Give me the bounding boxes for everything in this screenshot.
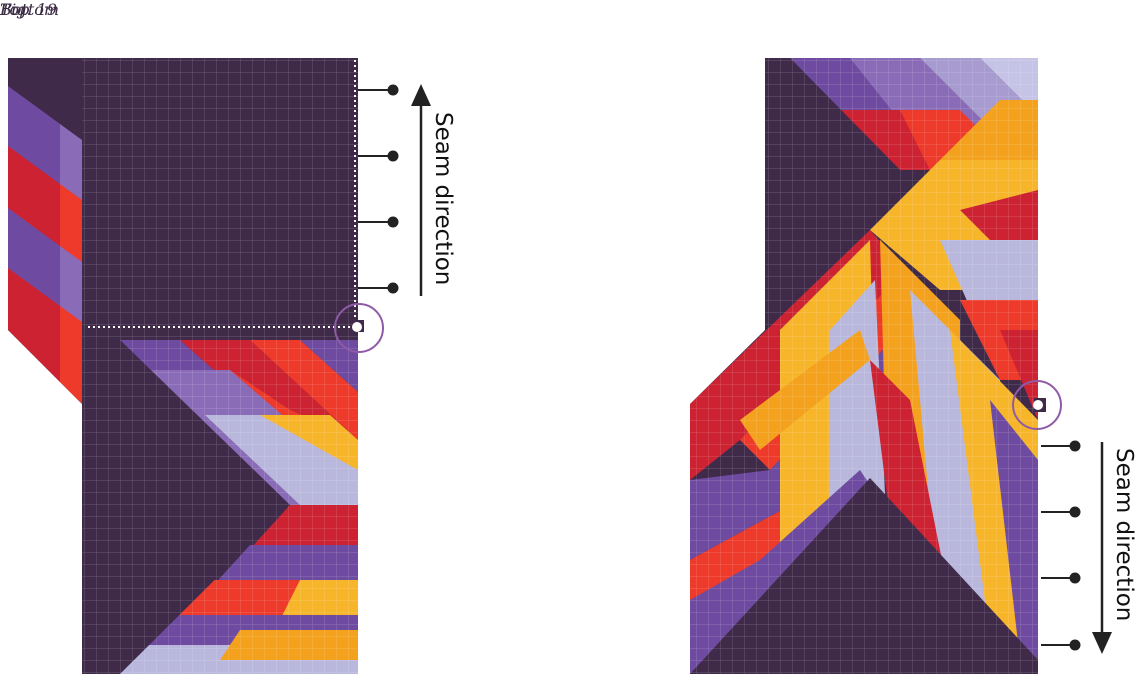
- top-seam-label: Seam direction: [430, 112, 456, 285]
- bottom-seam-label: Seam direction: [1111, 448, 1137, 621]
- bottom-panel-title: Bottom: [0, 0, 60, 19]
- bottom-seam-arrow: [1092, 442, 1112, 654]
- top-left-strip: [8, 58, 82, 404]
- top-lower-block: [82, 340, 358, 674]
- figure-label: Fig. 19: [0, 0, 57, 19]
- top-panel-title: Top: [0, 0, 30, 19]
- top-seam-markers: [358, 84, 399, 294]
- bottom-corner-highlight: [1012, 380, 1062, 430]
- bottom-seam-markers: [1041, 440, 1081, 651]
- bottom-panel: [690, 58, 1038, 674]
- bottom-seam-overlay: Seam direction: [1012, 380, 1137, 674]
- top-seam-arrow: [411, 84, 431, 296]
- top-corner-dot: [352, 322, 362, 332]
- top-panel: Seam direction: [8, 58, 456, 674]
- top-corner-highlight: [334, 303, 384, 353]
- bottom-corner-dot: [1033, 400, 1043, 410]
